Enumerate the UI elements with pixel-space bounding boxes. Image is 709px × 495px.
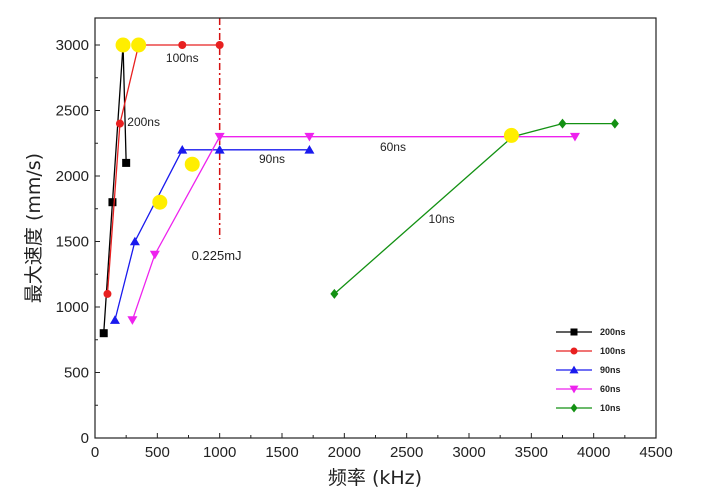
highlight-point	[115, 37, 131, 53]
series-annotation: 10ns	[429, 212, 455, 226]
legend: 200ns 100ns 90ns 60ns 10ns	[556, 327, 626, 413]
x-tick-label: 2500	[390, 444, 423, 461]
series-10ns	[330, 118, 619, 299]
data-point	[109, 315, 120, 324]
data-point	[215, 41, 224, 49]
x-tick-label: 1000	[203, 444, 236, 461]
y-tick-label: 2000	[56, 168, 89, 185]
legend-marker	[569, 365, 579, 374]
reference-line-label: 0.225mJ	[192, 248, 242, 263]
legend-marker	[569, 385, 579, 394]
highlight-point	[184, 156, 200, 172]
legend-label: 90ns	[600, 365, 621, 375]
x-tick-label: 2000	[328, 444, 361, 461]
series-90ns	[109, 145, 315, 324]
data-point	[129, 236, 140, 246]
data-point	[214, 145, 225, 154]
legend-label: 60ns	[600, 384, 621, 394]
series-annotation: 200ns	[127, 115, 160, 129]
legend-marker	[570, 347, 578, 355]
data-point	[149, 250, 160, 260]
y-tick-label: 500	[64, 365, 89, 382]
series-annotation: 60ns	[380, 140, 406, 154]
data-point	[122, 158, 131, 167]
data-point	[558, 118, 567, 129]
data-point	[214, 132, 225, 142]
series-annotation: 90ns	[259, 152, 285, 166]
legend-label: 200ns	[600, 327, 626, 337]
plot-frame	[94, 17, 657, 439]
series-60ns	[127, 132, 580, 325]
y-tick-label: 2500	[56, 103, 89, 120]
legend-marker	[570, 403, 578, 413]
x-tick-label: 3000	[452, 444, 485, 461]
legend-marker	[570, 328, 578, 336]
data-point	[330, 288, 339, 299]
x-tick-label: 1500	[265, 444, 298, 461]
legend-label: 100ns	[600, 346, 626, 356]
data-point	[127, 316, 138, 325]
highlight-point	[152, 194, 168, 210]
series-annotation: 100ns	[166, 51, 199, 65]
data-point	[108, 198, 117, 207]
y-tick-label: 1000	[56, 299, 89, 316]
x-tick-label: 4500	[639, 444, 672, 461]
data-point	[103, 289, 112, 298]
data-point	[569, 132, 580, 142]
y-tick-label: 0	[81, 430, 89, 447]
data-point	[610, 118, 619, 129]
y-tick-label: 1500	[56, 234, 89, 251]
x-axis-title: 频率 (kHz)	[328, 467, 422, 489]
data-point	[304, 145, 315, 154]
data-point	[304, 132, 315, 142]
data-point	[99, 329, 108, 338]
series-line	[333, 122, 615, 295]
data-point	[115, 119, 124, 128]
y-axis-title: 最大速度 (mm/s)	[23, 153, 45, 303]
x-tick-label: 500	[145, 444, 170, 461]
highlight-point	[131, 37, 147, 53]
data-point	[178, 41, 187, 49]
legend-label: 10ns	[600, 403, 621, 413]
highlight-point	[503, 127, 519, 143]
series-line	[114, 149, 310, 321]
data-point	[177, 145, 188, 154]
x-tick-label: 3500	[515, 444, 548, 461]
x-tick-label: 0	[91, 444, 99, 461]
y-tick-label: 3000	[56, 37, 89, 54]
x-tick-label: 4000	[577, 444, 610, 461]
